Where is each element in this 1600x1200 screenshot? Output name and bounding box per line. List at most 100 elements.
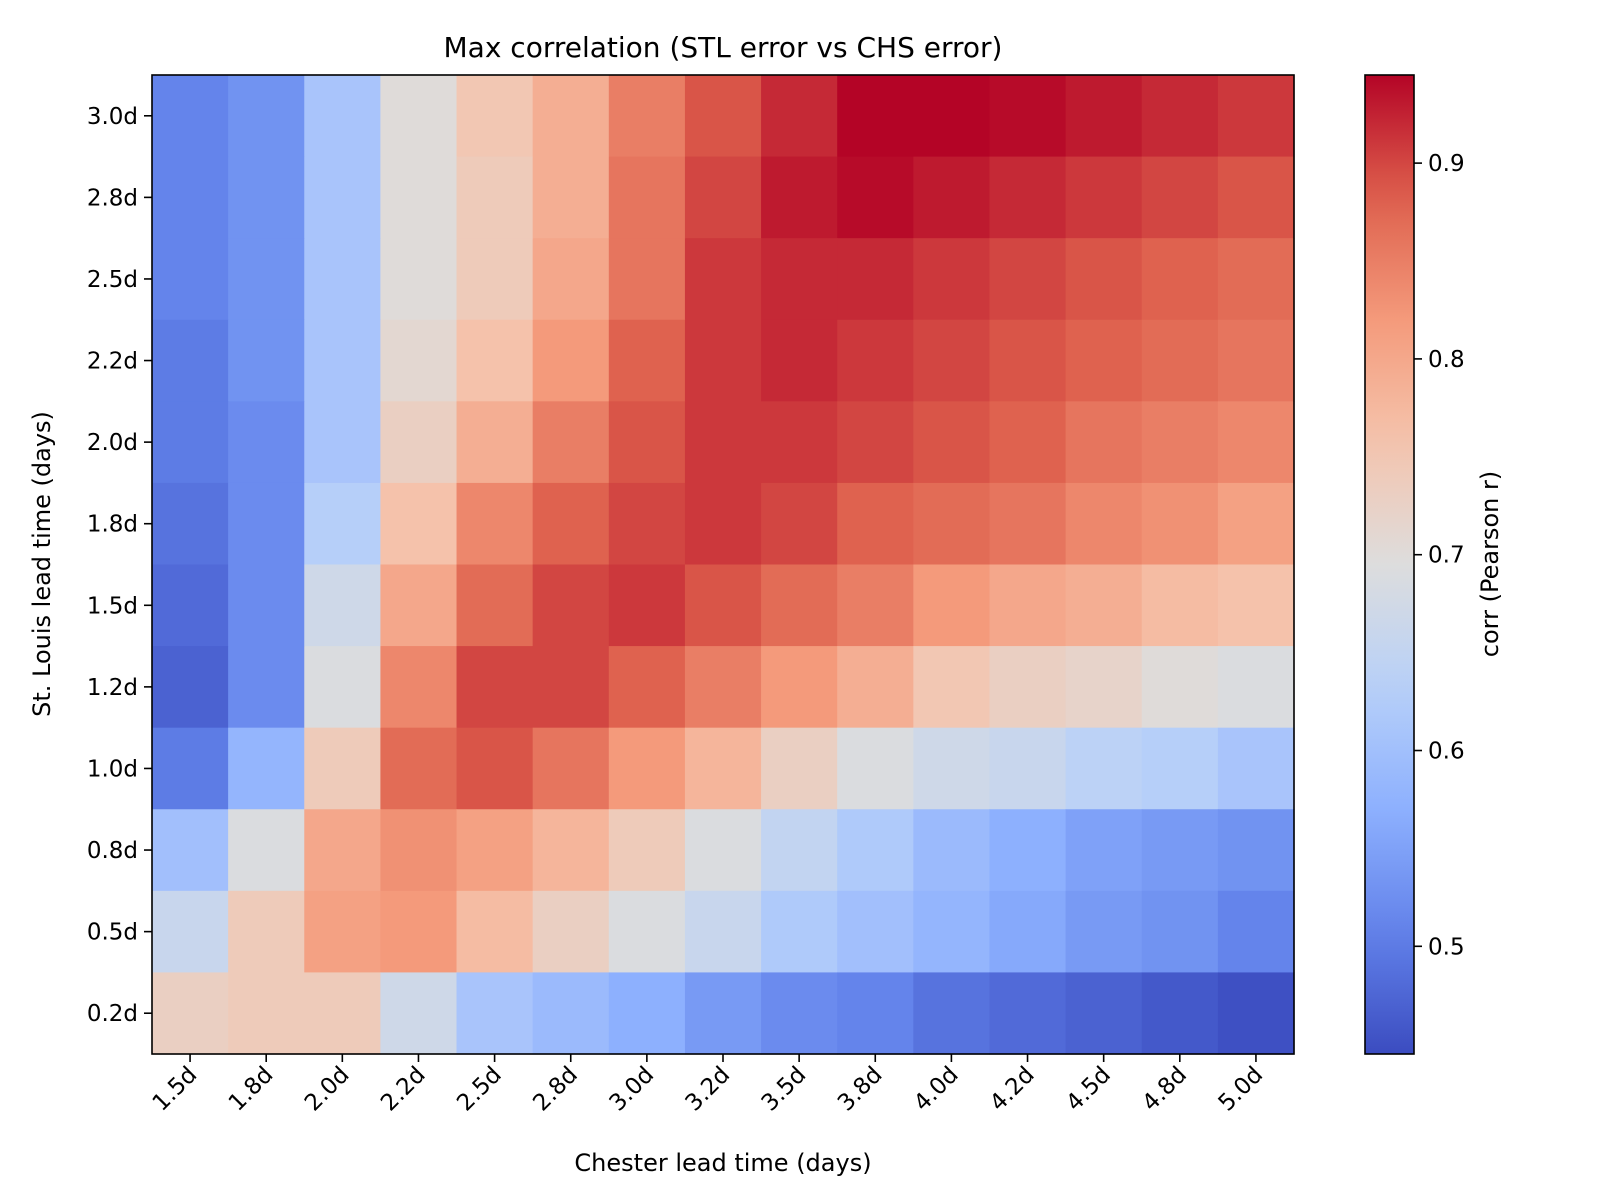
heatmap-cell <box>1141 646 1219 729</box>
x-axis-ticks: 1.5d 1.8d 2.0d 2.2d 2.5d 2.8d 3.0d 3.2d 3.5d 3.8d… <box>148 1054 1268 1116</box>
heatmap-cell <box>608 401 686 484</box>
heatmap-cell <box>1141 319 1219 402</box>
heatmap-cell <box>304 319 381 402</box>
heatmap-cell <box>380 319 458 402</box>
heatmap-cell <box>456 238 534 321</box>
x-tick-label: 1.8d <box>224 1062 279 1117</box>
heatmap-cell <box>456 482 534 566</box>
heatmap-cell <box>228 972 305 1055</box>
heatmap-cell <box>532 156 610 239</box>
x-tick-label: 3.8d <box>833 1062 888 1117</box>
heatmap-cell <box>913 319 991 402</box>
heatmap-cell <box>152 809 229 892</box>
colorbar-tick-label: 0.8 <box>1428 347 1465 373</box>
colorbar-tick-label: 0.9 <box>1428 151 1465 177</box>
y-tick-label: 2.8d <box>87 185 138 211</box>
y-axis-ticks: 3.0d 2.8d 2.5d 2.2d 2.0d 1.8d 1.5d 1.2d 1.0d 0.8d… <box>87 104 152 1027</box>
heatmap-cell <box>456 972 534 1055</box>
heatmap-cell <box>152 401 229 484</box>
heatmap-cell <box>304 564 381 647</box>
heatmap-cell <box>608 482 686 566</box>
heatmap-cell <box>684 75 762 158</box>
heatmap-cell <box>456 646 534 729</box>
y-tick-label: 2.0d <box>87 430 138 456</box>
x-tick-label: 3.0d <box>605 1062 660 1117</box>
heatmap-cell <box>152 564 229 647</box>
heatmap-cell <box>837 972 914 1055</box>
heatmap-cell <box>532 972 610 1055</box>
heatmap-cell <box>228 564 305 647</box>
x-tick-label: 2.5d <box>452 1062 507 1117</box>
heatmap-cell <box>304 646 381 729</box>
heatmap-cell <box>228 75 305 158</box>
heatmap-cell <box>1065 646 1143 729</box>
heatmap-cell <box>837 482 914 566</box>
x-tick-label: 5.0d <box>1214 1062 1269 1117</box>
x-tick-label: 4.5d <box>1061 1062 1116 1117</box>
heatmap-cell <box>913 727 991 810</box>
heatmap-cell <box>608 890 686 974</box>
heatmap-cell <box>989 646 1067 729</box>
heatmap-cell <box>152 238 229 321</box>
x-tick-label: 2.0d <box>300 1062 355 1117</box>
heatmap-cell <box>1141 727 1219 810</box>
y-tick-label: 1.8d <box>87 512 138 538</box>
heatmap-cell <box>837 809 914 892</box>
heatmap-cell <box>456 156 534 239</box>
heatmap-cell <box>837 75 914 158</box>
heatmap-cell <box>761 972 838 1055</box>
heatmap-cell <box>1217 401 1295 484</box>
heatmap-cell <box>608 564 686 647</box>
heatmap-cell <box>837 890 914 974</box>
heatmap-cell <box>228 890 305 974</box>
y-tick-label: 1.2d <box>87 675 138 701</box>
colorbar <box>1364 74 1415 1055</box>
heatmap-cell <box>989 401 1067 484</box>
heatmap-cell <box>304 809 381 892</box>
heatmap-cell <box>304 482 381 566</box>
heatmap-cell <box>152 75 229 158</box>
heatmap-cell <box>380 156 458 239</box>
heatmap-cell <box>1141 972 1219 1055</box>
heatmap-cell <box>1065 401 1143 484</box>
heatmap-cell <box>1217 564 1295 647</box>
heatmap-cell <box>1217 972 1295 1055</box>
heatmap-cell <box>1217 75 1295 158</box>
heatmap-cell <box>456 319 534 402</box>
heatmap-cell <box>761 401 838 484</box>
x-tick-label: 2.8d <box>528 1062 583 1117</box>
heatmap-cell <box>684 156 762 239</box>
heatmap-cell <box>1065 319 1143 402</box>
heatmap-cell <box>761 564 838 647</box>
heatmap-cell <box>1065 809 1143 892</box>
colorbar-tick-label: 0.6 <box>1428 739 1465 765</box>
heatmap-cell <box>1141 401 1219 484</box>
heatmap-cell <box>989 890 1067 974</box>
heatmap-cell <box>532 319 610 402</box>
heatmap-cell <box>608 646 686 729</box>
colorbar-tick-label: 0.5 <box>1428 934 1465 960</box>
heatmap-cell <box>152 972 229 1055</box>
heatmap-cell <box>304 972 381 1055</box>
heatmap-cell <box>989 809 1067 892</box>
heatmap-cell <box>684 238 762 321</box>
x-tick-label: 1.5d <box>148 1062 203 1117</box>
heatmap-cell <box>532 75 610 158</box>
heatmap-cell <box>380 401 458 484</box>
heatmap-cell <box>380 809 458 892</box>
heatmap-cell <box>684 646 762 729</box>
heatmap-cell <box>913 238 991 321</box>
heatmap-cell <box>608 156 686 239</box>
heatmap-cell <box>304 727 381 810</box>
heatmap-cell <box>684 727 762 810</box>
heatmap-cell <box>913 809 991 892</box>
heatmap-cell <box>304 156 381 239</box>
heatmap-cell <box>380 972 458 1055</box>
heatmap-cell <box>1141 482 1219 566</box>
colorbar-tick-label: 0.7 <box>1428 543 1465 569</box>
plot-frame <box>151 74 1295 1055</box>
heatmap-cell <box>913 646 991 729</box>
y-tick-label: 2.2d <box>87 349 138 375</box>
heatmap-cell <box>608 75 686 158</box>
